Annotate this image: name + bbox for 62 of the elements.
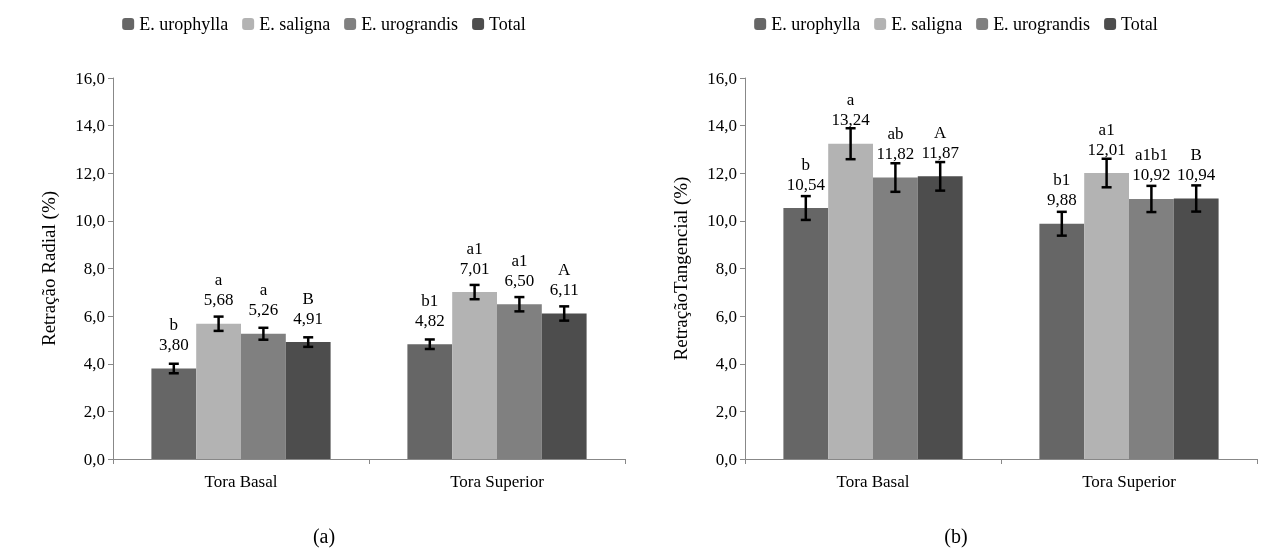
bar [541, 313, 587, 459]
data-label: a1 12,01 [1087, 119, 1126, 159]
bar [407, 344, 453, 459]
bar [151, 368, 197, 459]
data-label: b 3,80 [158, 315, 189, 355]
y-tick-label: 10,0 [75, 211, 105, 231]
bar [452, 292, 497, 459]
bar [783, 208, 829, 459]
y-tick-label: 8,0 [715, 259, 737, 278]
bar [1084, 173, 1129, 459]
bar [196, 323, 241, 459]
data-label: a1 6,50 [504, 250, 535, 290]
y-tick-label: 2,0 [715, 401, 737, 421]
legend-label: E. urograndis [361, 14, 459, 34]
bar [917, 176, 963, 459]
x-tick-label: Tora Superior [450, 472, 545, 491]
bar [1173, 198, 1219, 459]
data-label: A 11,87 [921, 122, 960, 162]
data-label: B 10,94 [1177, 144, 1216, 184]
y-tick-label: 12,0 [75, 163, 105, 183]
data-label: a 5,26 [248, 280, 279, 320]
data-label: a1b1 10,92 [1132, 145, 1171, 185]
bar [285, 342, 331, 459]
text: (b) [944, 525, 968, 548]
legend-label: E. urophylla [139, 14, 229, 34]
x-tick-label: Tora Basal [204, 472, 278, 491]
data-label: a 13,24 [831, 90, 871, 130]
y-tick-label: 16,0 [707, 68, 737, 88]
bar [1039, 223, 1085, 459]
legend-label: E. urophylla [771, 14, 861, 34]
data-label: b 10,54 [786, 154, 826, 194]
data-label: a 5,68 [203, 270, 234, 310]
y-tick-label: 12,0 [707, 163, 737, 183]
y-tick-label: 0,0 [715, 449, 737, 469]
y-tick-label: 14,0 [75, 116, 105, 136]
y-tick-label: 6,0 [715, 306, 737, 326]
y-tick-label: 16,0 [75, 68, 105, 88]
legend-label: E. saligna [259, 14, 331, 34]
data-label: A 6,11 [549, 260, 579, 300]
y-tick-label: 8,0 [83, 259, 105, 278]
y-tick-label: 6,0 [83, 306, 105, 326]
y-tick-label: 14,0 [707, 116, 737, 136]
data-label: ab 11,82 [876, 124, 915, 164]
y-tick-label: 10,0 [707, 211, 737, 231]
x-tick-label: Tora Superior [1082, 472, 1177, 491]
y-tick-label: 2,0 [83, 401, 105, 421]
data-label: B 4,91 [293, 288, 324, 328]
data-label: a1 7,01 [459, 238, 490, 278]
y-tick-label: 4,0 [715, 354, 737, 374]
y-axis-title: RetraçãoTangencial (%) [670, 176, 692, 361]
legend-label: Total [489, 14, 526, 34]
legend-label: Total [1121, 14, 1158, 34]
y-tick-label: 0,0 [83, 449, 105, 469]
legend-label: E. urograndis [993, 14, 1091, 34]
y-tick-label: 4,0 [83, 354, 105, 374]
data-label: b1 9,88 [1046, 170, 1077, 210]
legend-label: E. saligna [891, 14, 963, 34]
y-axis-title: Retração Radial (%) [38, 190, 60, 347]
x-tick-label: Tora Basal [836, 472, 910, 491]
bar [828, 143, 873, 459]
text: (a) [312, 525, 336, 548]
data-label: b1 4,82 [414, 290, 445, 330]
